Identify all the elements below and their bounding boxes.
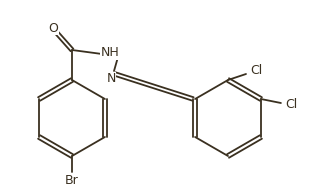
Text: Cl: Cl — [285, 98, 297, 111]
Text: N: N — [106, 73, 116, 85]
Text: Cl: Cl — [250, 64, 262, 77]
Text: Br: Br — [65, 174, 79, 187]
Text: O: O — [48, 22, 58, 35]
Text: NH: NH — [100, 46, 119, 60]
